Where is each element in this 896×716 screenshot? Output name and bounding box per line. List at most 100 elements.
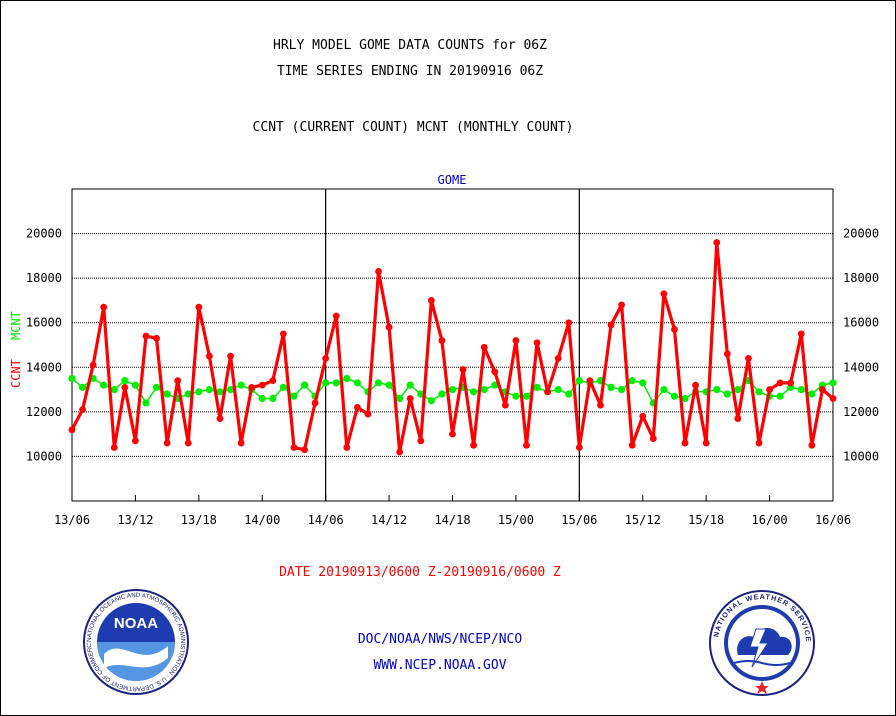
y-tick-label-right: 14000 bbox=[843, 360, 879, 374]
data-point-mcnt bbox=[142, 399, 150, 407]
data-point-mcnt bbox=[639, 379, 647, 387]
data-point-mcnt bbox=[755, 388, 763, 396]
data-point-ccnt bbox=[734, 415, 742, 422]
x-tick-label: 15/12 bbox=[625, 513, 661, 527]
data-point-ccnt bbox=[142, 332, 150, 340]
y-tick-label-right: 20000 bbox=[843, 227, 879, 241]
data-point-ccnt bbox=[819, 386, 826, 393]
data-point-ccnt bbox=[639, 412, 647, 420]
data-point-ccnt bbox=[353, 404, 361, 411]
data-point-ccnt bbox=[332, 312, 340, 320]
data-point-mcnt bbox=[681, 394, 689, 403]
y-tick-label-right: 18000 bbox=[843, 271, 879, 285]
data-point-mcnt bbox=[226, 385, 235, 394]
x-tick-label: 14/12 bbox=[371, 513, 407, 527]
data-point-ccnt bbox=[702, 439, 710, 447]
data-point-ccnt bbox=[174, 377, 182, 385]
data-point-mcnt bbox=[322, 379, 330, 387]
data-point-mcnt bbox=[343, 374, 351, 383]
y-tick-label-left: 10000 bbox=[26, 449, 62, 463]
data-point-mcnt bbox=[152, 383, 161, 391]
data-point-mcnt bbox=[438, 390, 446, 398]
page-title: HRLY MODEL GOME DATA COUNTS for 06Z bbox=[273, 38, 547, 53]
data-point-ccnt bbox=[163, 439, 171, 447]
data-point-ccnt bbox=[301, 446, 308, 454]
data-point-ccnt bbox=[533, 339, 541, 347]
x-tick-label: 15/00 bbox=[498, 513, 534, 527]
x-tick-label: 14/18 bbox=[434, 513, 470, 527]
data-point-ccnt bbox=[79, 406, 86, 414]
x-tick-label: 16/06 bbox=[815, 513, 851, 527]
data-point-mcnt bbox=[353, 379, 361, 387]
data-point-mcnt bbox=[374, 379, 383, 387]
data-point-ccnt bbox=[449, 430, 456, 438]
data-point-ccnt bbox=[216, 415, 224, 422]
data-point-ccnt bbox=[269, 377, 277, 385]
data-point-mcnt bbox=[121, 377, 129, 385]
data-point-ccnt bbox=[406, 395, 414, 402]
data-point-mcnt bbox=[618, 385, 626, 394]
data-point-ccnt bbox=[586, 377, 594, 385]
data-point-ccnt bbox=[692, 381, 699, 389]
data-point-mcnt bbox=[565, 390, 573, 398]
data-point-ccnt bbox=[491, 368, 499, 376]
data-point-mcnt bbox=[216, 388, 224, 396]
data-point-mcnt bbox=[512, 392, 520, 400]
data-point-mcnt bbox=[554, 385, 562, 394]
data-point-ccnt bbox=[618, 301, 626, 309]
nws-logo-icon: NATIONAL WEATHER SERVICE bbox=[709, 590, 815, 696]
data-point-mcnt bbox=[68, 374, 76, 383]
data-point-mcnt bbox=[396, 394, 404, 403]
data-point-mcnt bbox=[205, 385, 214, 394]
data-point-mcnt bbox=[100, 381, 108, 389]
data-point-mcnt bbox=[628, 377, 636, 385]
data-point-mcnt bbox=[491, 381, 499, 389]
y-tick-label-right: 16000 bbox=[843, 316, 879, 330]
y-tick-label-left: 12000 bbox=[26, 405, 62, 419]
data-point-ccnt bbox=[523, 441, 530, 449]
data-point-ccnt bbox=[89, 361, 97, 369]
data-point-mcnt bbox=[723, 390, 731, 398]
data-point-ccnt bbox=[745, 354, 752, 362]
data-point-ccnt bbox=[385, 323, 393, 331]
data-point-ccnt bbox=[713, 239, 721, 246]
page-subtitle: TIME SERIES ENDING IN 20190916 06Z bbox=[276, 64, 544, 79]
x-tick-label: 13/06 bbox=[54, 513, 90, 527]
data-point-ccnt bbox=[470, 441, 478, 449]
data-point-ccnt bbox=[364, 410, 372, 418]
website-link[interactable]: WWW.NCEP.NOAA.GOV bbox=[373, 658, 507, 673]
data-point-mcnt bbox=[829, 379, 837, 387]
data-point-ccnt bbox=[227, 352, 234, 360]
data-point-ccnt bbox=[195, 303, 203, 311]
series-line-ccnt bbox=[70, 240, 835, 454]
y-tick-label-right: 10000 bbox=[843, 449, 879, 463]
data-point-ccnt bbox=[153, 334, 160, 342]
data-point-mcnt bbox=[734, 385, 742, 394]
data-point-mcnt bbox=[797, 385, 805, 394]
data-point-mcnt bbox=[470, 388, 478, 396]
data-point-ccnt bbox=[565, 319, 573, 327]
data-point-mcnt bbox=[660, 385, 668, 394]
data-point-mcnt bbox=[184, 390, 192, 398]
x-tick-label: 16/00 bbox=[752, 513, 788, 527]
data-point-ccnt bbox=[290, 444, 298, 451]
x-tick-label: 13/18 bbox=[181, 513, 217, 527]
data-point-mcnt bbox=[385, 381, 393, 389]
org-label: DOC/NOAA/NWS/NCEP/NCO bbox=[357, 632, 523, 647]
y-tick-label-left: 20000 bbox=[26, 227, 62, 241]
data-point-ccnt bbox=[121, 383, 129, 391]
data-point-ccnt bbox=[829, 395, 837, 402]
data-point-ccnt bbox=[797, 330, 805, 338]
data-point-mcnt bbox=[110, 385, 118, 394]
data-point-ccnt bbox=[258, 381, 266, 389]
data-point-ccnt bbox=[628, 441, 636, 449]
data-point-mcnt bbox=[808, 390, 816, 398]
data-point-ccnt bbox=[512, 337, 520, 344]
data-point-ccnt bbox=[100, 303, 108, 311]
data-point-mcnt bbox=[237, 381, 245, 389]
data-point-ccnt bbox=[660, 290, 668, 298]
data-point-mcnt bbox=[713, 385, 721, 394]
data-point-ccnt bbox=[459, 366, 467, 373]
y-tick-label-left: 14000 bbox=[26, 360, 62, 374]
